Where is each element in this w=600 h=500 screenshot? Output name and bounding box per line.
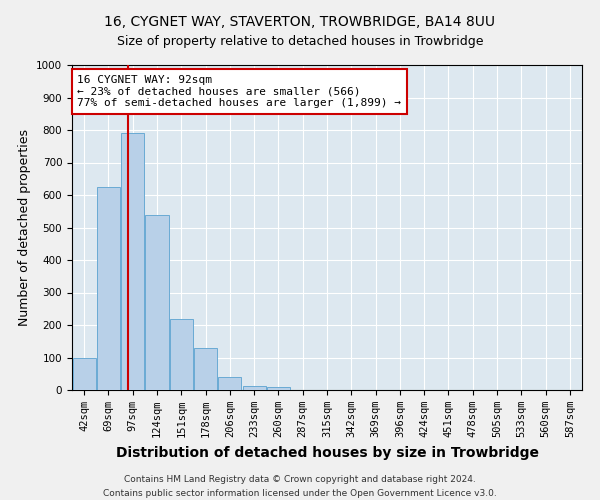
Text: 16 CYGNET WAY: 92sqm
← 23% of detached houses are smaller (566)
77% of semi-deta: 16 CYGNET WAY: 92sqm ← 23% of detached h…: [77, 74, 401, 108]
Y-axis label: Number of detached properties: Number of detached properties: [17, 129, 31, 326]
Bar: [242, 386, 266, 390]
X-axis label: Distribution of detached houses by size in Trowbridge: Distribution of detached houses by size …: [115, 446, 539, 460]
Bar: [218, 377, 241, 390]
Bar: [121, 133, 144, 390]
Bar: [267, 388, 290, 390]
Text: 16, CYGNET WAY, STAVERTON, TROWBRIDGE, BA14 8UU: 16, CYGNET WAY, STAVERTON, TROWBRIDGE, B…: [104, 15, 496, 29]
Bar: [170, 318, 193, 390]
Text: Contains HM Land Registry data © Crown copyright and database right 2024.
Contai: Contains HM Land Registry data © Crown c…: [103, 476, 497, 498]
Bar: [145, 214, 169, 390]
Bar: [194, 348, 217, 390]
Bar: [97, 187, 120, 390]
Text: Size of property relative to detached houses in Trowbridge: Size of property relative to detached ho…: [117, 35, 483, 48]
Bar: [73, 358, 95, 390]
